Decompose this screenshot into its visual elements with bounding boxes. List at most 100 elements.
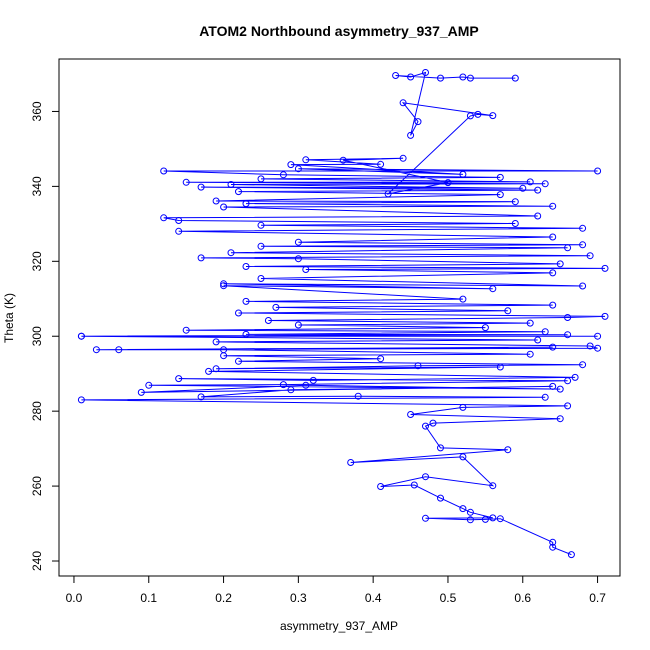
x-tick-label: 0.2: [215, 591, 232, 605]
chart-title: ATOM2 Northbound asymmetry_937_AMP: [199, 23, 479, 39]
data-point: [564, 377, 572, 385]
data-point: [541, 180, 549, 188]
data-point: [264, 317, 272, 324]
data-point: [549, 543, 557, 551]
data-point: [549, 269, 557, 277]
data-point: [422, 422, 429, 430]
data-point: [294, 165, 302, 173]
data-point: [556, 415, 564, 423]
data-point: [567, 551, 575, 559]
data-point: [466, 516, 474, 524]
data-point: [377, 160, 385, 168]
data-point: [504, 446, 512, 454]
data-point: [429, 419, 437, 427]
y-axis-label: Theta (K): [2, 293, 16, 343]
plot-area: [77, 69, 609, 559]
data-point: [579, 282, 587, 290]
data-point: [257, 175, 265, 183]
data-point: [549, 343, 557, 351]
data-point: [287, 386, 295, 394]
data-point: [77, 332, 85, 340]
data-point: [422, 473, 429, 481]
data-point: [541, 393, 549, 401]
data-point: [459, 170, 467, 178]
data-point: [302, 381, 310, 389]
data-point: [279, 381, 287, 389]
data-point: [511, 198, 519, 206]
x-tick-label: 0.6: [514, 591, 531, 605]
data-point: [526, 178, 534, 186]
data-point: [257, 275, 265, 282]
y-tick-label: 280: [30, 401, 44, 421]
data-point: [212, 365, 220, 373]
data-point: [564, 314, 572, 321]
data-point: [235, 357, 242, 365]
data-point: [489, 514, 497, 522]
data-point: [77, 396, 85, 404]
x-tick-label: 0.1: [140, 591, 157, 605]
data-point: [496, 173, 504, 181]
data-point: [564, 244, 572, 252]
y-tick-label: 260: [30, 476, 44, 496]
data-point: [272, 303, 280, 311]
data-point: [466, 112, 474, 120]
data-point: [227, 249, 235, 257]
data-point: [541, 328, 549, 336]
data-point: [504, 307, 512, 315]
data-point: [339, 156, 347, 164]
data-point: [175, 227, 183, 235]
data-point: [444, 179, 452, 187]
y-tick-label: 300: [30, 326, 44, 346]
data-point: [160, 167, 168, 175]
data-point: [257, 221, 265, 229]
data-point: [594, 344, 602, 352]
data-point: [220, 203, 228, 211]
data-point: [175, 217, 183, 224]
data-point: [579, 241, 587, 249]
data-point: [399, 99, 407, 107]
data-point: [579, 224, 587, 232]
x-axis: 0.0 0.1 0.2 0.3 0.4 0.5 0.6 0.7: [66, 575, 606, 605]
data-point: [601, 264, 609, 272]
data-point: [212, 338, 220, 346]
data-point: [212, 197, 220, 205]
data-point: [459, 403, 467, 411]
data-point: [489, 482, 497, 490]
data-point: [437, 444, 444, 452]
data-point: [175, 375, 183, 383]
data-point: [197, 254, 205, 262]
data-point: [586, 342, 594, 350]
data-point: [92, 346, 100, 354]
data-point: [220, 280, 228, 288]
data-point: [220, 346, 228, 354]
data-point: [410, 481, 418, 489]
data-point: [549, 382, 557, 390]
data-point: [160, 214, 168, 222]
x-tick-label: 0.3: [290, 591, 307, 605]
data-point: [459, 73, 467, 81]
data-point: [422, 69, 429, 76]
data-point: [137, 388, 145, 396]
data-point: [534, 212, 542, 220]
data-point: [526, 319, 534, 327]
data-point: [309, 376, 317, 384]
data-point: [294, 321, 302, 329]
data-point: [549, 233, 557, 241]
data-point: [145, 381, 153, 389]
data-point: [235, 188, 242, 196]
data-point: [594, 167, 602, 175]
data-point: [519, 184, 527, 192]
data-point: [466, 74, 474, 82]
data-point: [466, 508, 474, 516]
data-point: [302, 156, 310, 164]
data-point: [242, 330, 250, 338]
y-tick-label: 320: [30, 251, 44, 271]
data-point: [115, 346, 123, 354]
data-point: [601, 312, 609, 320]
data-point: [235, 309, 242, 317]
data-point: [594, 332, 602, 340]
data-point: [377, 355, 385, 363]
x-axis-label: asymmetry_937_AMP: [280, 619, 398, 633]
data-point: [481, 515, 489, 523]
